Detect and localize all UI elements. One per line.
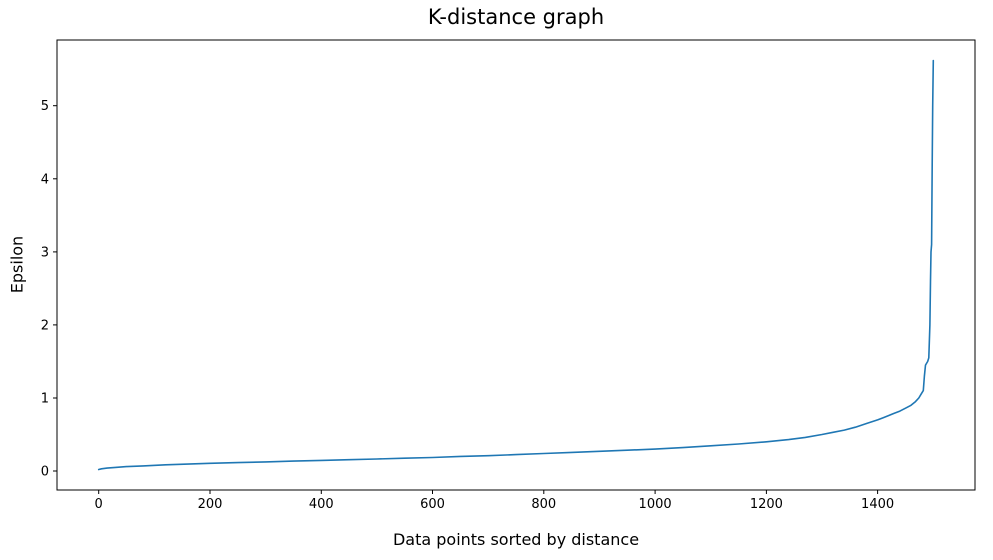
y-axis-label: Epsilon xyxy=(7,235,27,294)
x-tick-label: 600 xyxy=(420,497,445,512)
k-distance-line xyxy=(97,59,935,471)
x-axis-label: Data points sorted by distance xyxy=(392,530,640,549)
x-tick-label: 800 xyxy=(531,497,556,512)
y-tick-label: 3 xyxy=(41,245,49,260)
x-tick-label: 1200 xyxy=(750,497,783,512)
x-tick-label: 200 xyxy=(198,497,223,512)
y-tick-label: 2 xyxy=(41,318,49,333)
y-tick-label: 4 xyxy=(41,172,49,187)
y-tick-label: 5 xyxy=(41,99,49,114)
plot-box xyxy=(56,39,976,491)
y-tick-label: 1 xyxy=(41,392,49,407)
x-tick-label: 1400 xyxy=(861,497,894,512)
x-tick-label: 0 xyxy=(95,497,103,512)
x-tick-label: 400 xyxy=(309,497,334,512)
x-tick-label: 1000 xyxy=(639,497,672,512)
y-tick-label: 0 xyxy=(41,465,49,480)
chart-title: K-distance graph xyxy=(427,5,605,29)
